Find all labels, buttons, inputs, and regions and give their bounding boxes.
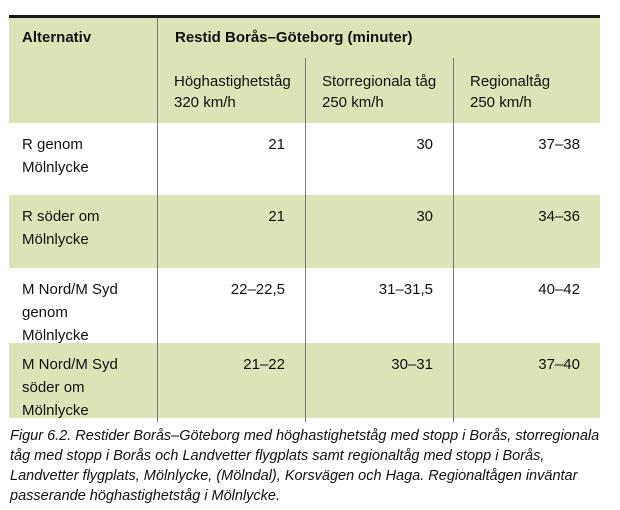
header-cell-hoghastighetstag: Höghastighetståg 320 km/h [174,73,291,111]
header-cell-alternativ: Alternativ [9,18,158,123]
travel-time-table: Alternativ Restid Borås–Göteborg (minute… [9,15,600,422]
row-label: R söder om Mölnlycke [9,195,158,268]
cell-value: 37–38 [453,123,600,195]
cell-value: 30 [305,123,453,195]
table-bottom-divider-tails [9,418,600,422]
cell-value: 21 [268,136,285,153]
cell-value: 22–22,5 [230,281,285,298]
header-cell-restid-group: Restid Borås–Göteborg (minuter) [175,29,413,46]
table-row: M Nord/M Syd genom Mölnlycke 22–22,5 31–… [9,268,600,347]
row-label: M Nord/M Syd söder om Mölnlycke [9,343,158,422]
divider-tail [453,418,600,422]
cell-value: 30–31 [305,343,453,422]
divider-tail [9,418,158,422]
cell-value: 21–22 [243,356,285,373]
table-row: R söder om Mölnlycke 21 30 34–36 [9,195,600,268]
row-label: M Nord/M Syd genom Mölnlycke [9,268,158,347]
cell-value: 34–36 [453,195,600,268]
cell-value: 37–40 [453,343,600,422]
cell-value: 30 [305,195,453,268]
divider-tail [305,418,453,422]
cell-value: 31–31,5 [305,268,453,347]
figure-caption: Figur 6.2. Restider Borås–Göteborg med h… [10,428,600,504]
row-label: R genom Mölnlycke [9,123,158,195]
table-row: M Nord/M Syd söder om Mölnlycke 21–22 30… [9,343,600,422]
table-header: Alternativ Restid Borås–Göteborg (minute… [9,18,600,123]
cell-value: 40–42 [453,268,600,347]
table-row: R genom Mölnlycke 21 30 37–38 [9,123,600,195]
divider-tail [158,418,305,422]
cell-value: 21 [268,208,285,225]
header-cell-regionaltag: Regionaltåg 250 km/h [453,58,600,123]
header-cell-storregionala: Storregionala tåg 250 km/h [305,58,453,123]
